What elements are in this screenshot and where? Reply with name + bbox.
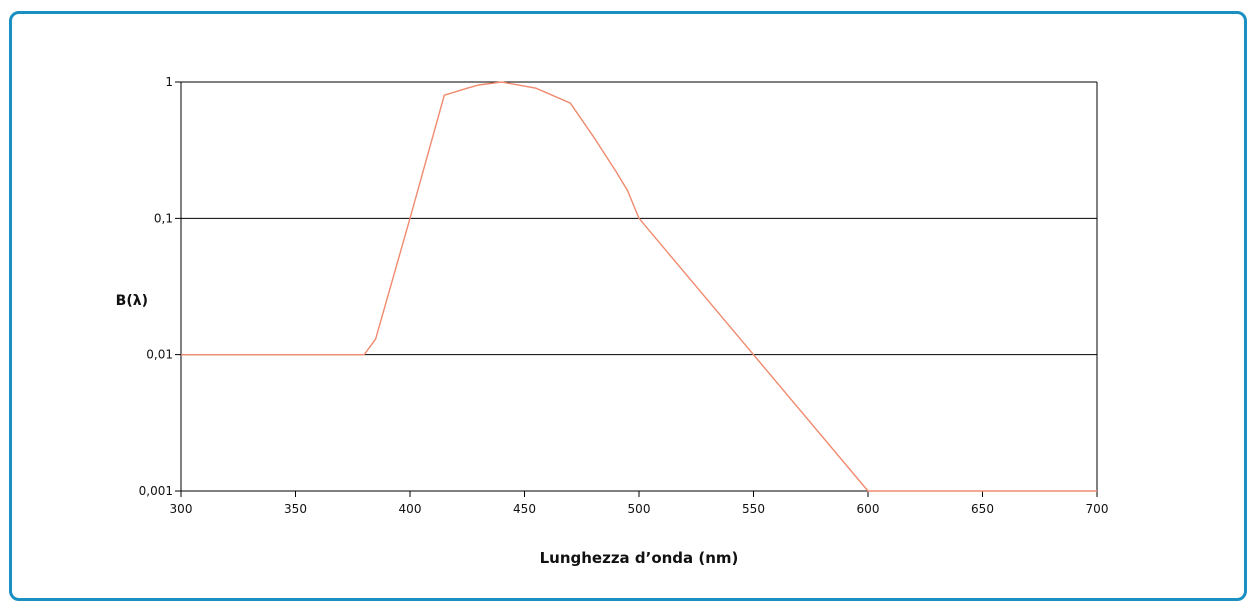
x-tick-label: 300 — [170, 502, 193, 516]
x-tick-label: 500 — [628, 502, 651, 516]
x-tick-labels: 300 350 400 450 500 550 600 650 700 — [170, 502, 1109, 516]
x-tick-label: 400 — [399, 502, 422, 516]
x-tick-label: 350 — [284, 502, 307, 516]
grid-lines — [175, 81, 1097, 492]
y-tick-label: 0,01 — [146, 348, 173, 362]
x-tick-label: 700 — [1086, 502, 1109, 516]
series-line — [181, 81, 1097, 492]
y-tick-label: 0,001 — [139, 484, 173, 498]
x-tick-label: 550 — [742, 502, 765, 516]
axes — [180, 82, 1098, 497]
x-axis-label: Lunghezza d’onda (nm) — [540, 549, 739, 567]
x-tick-label: 450 — [513, 502, 536, 516]
y-tick-label: 0,1 — [154, 211, 173, 225]
x-tick-label: 650 — [971, 502, 994, 516]
figure-frame — [9, 11, 1247, 601]
y-tick-label: 1 — [165, 75, 173, 89]
y-axis-label: B(λ) — [116, 293, 148, 309]
y-tick-labels: 0,001 0,01 0,1 1 — [139, 75, 173, 498]
series-layer — [181, 81, 1097, 492]
x-tick-label: 600 — [857, 502, 880, 516]
